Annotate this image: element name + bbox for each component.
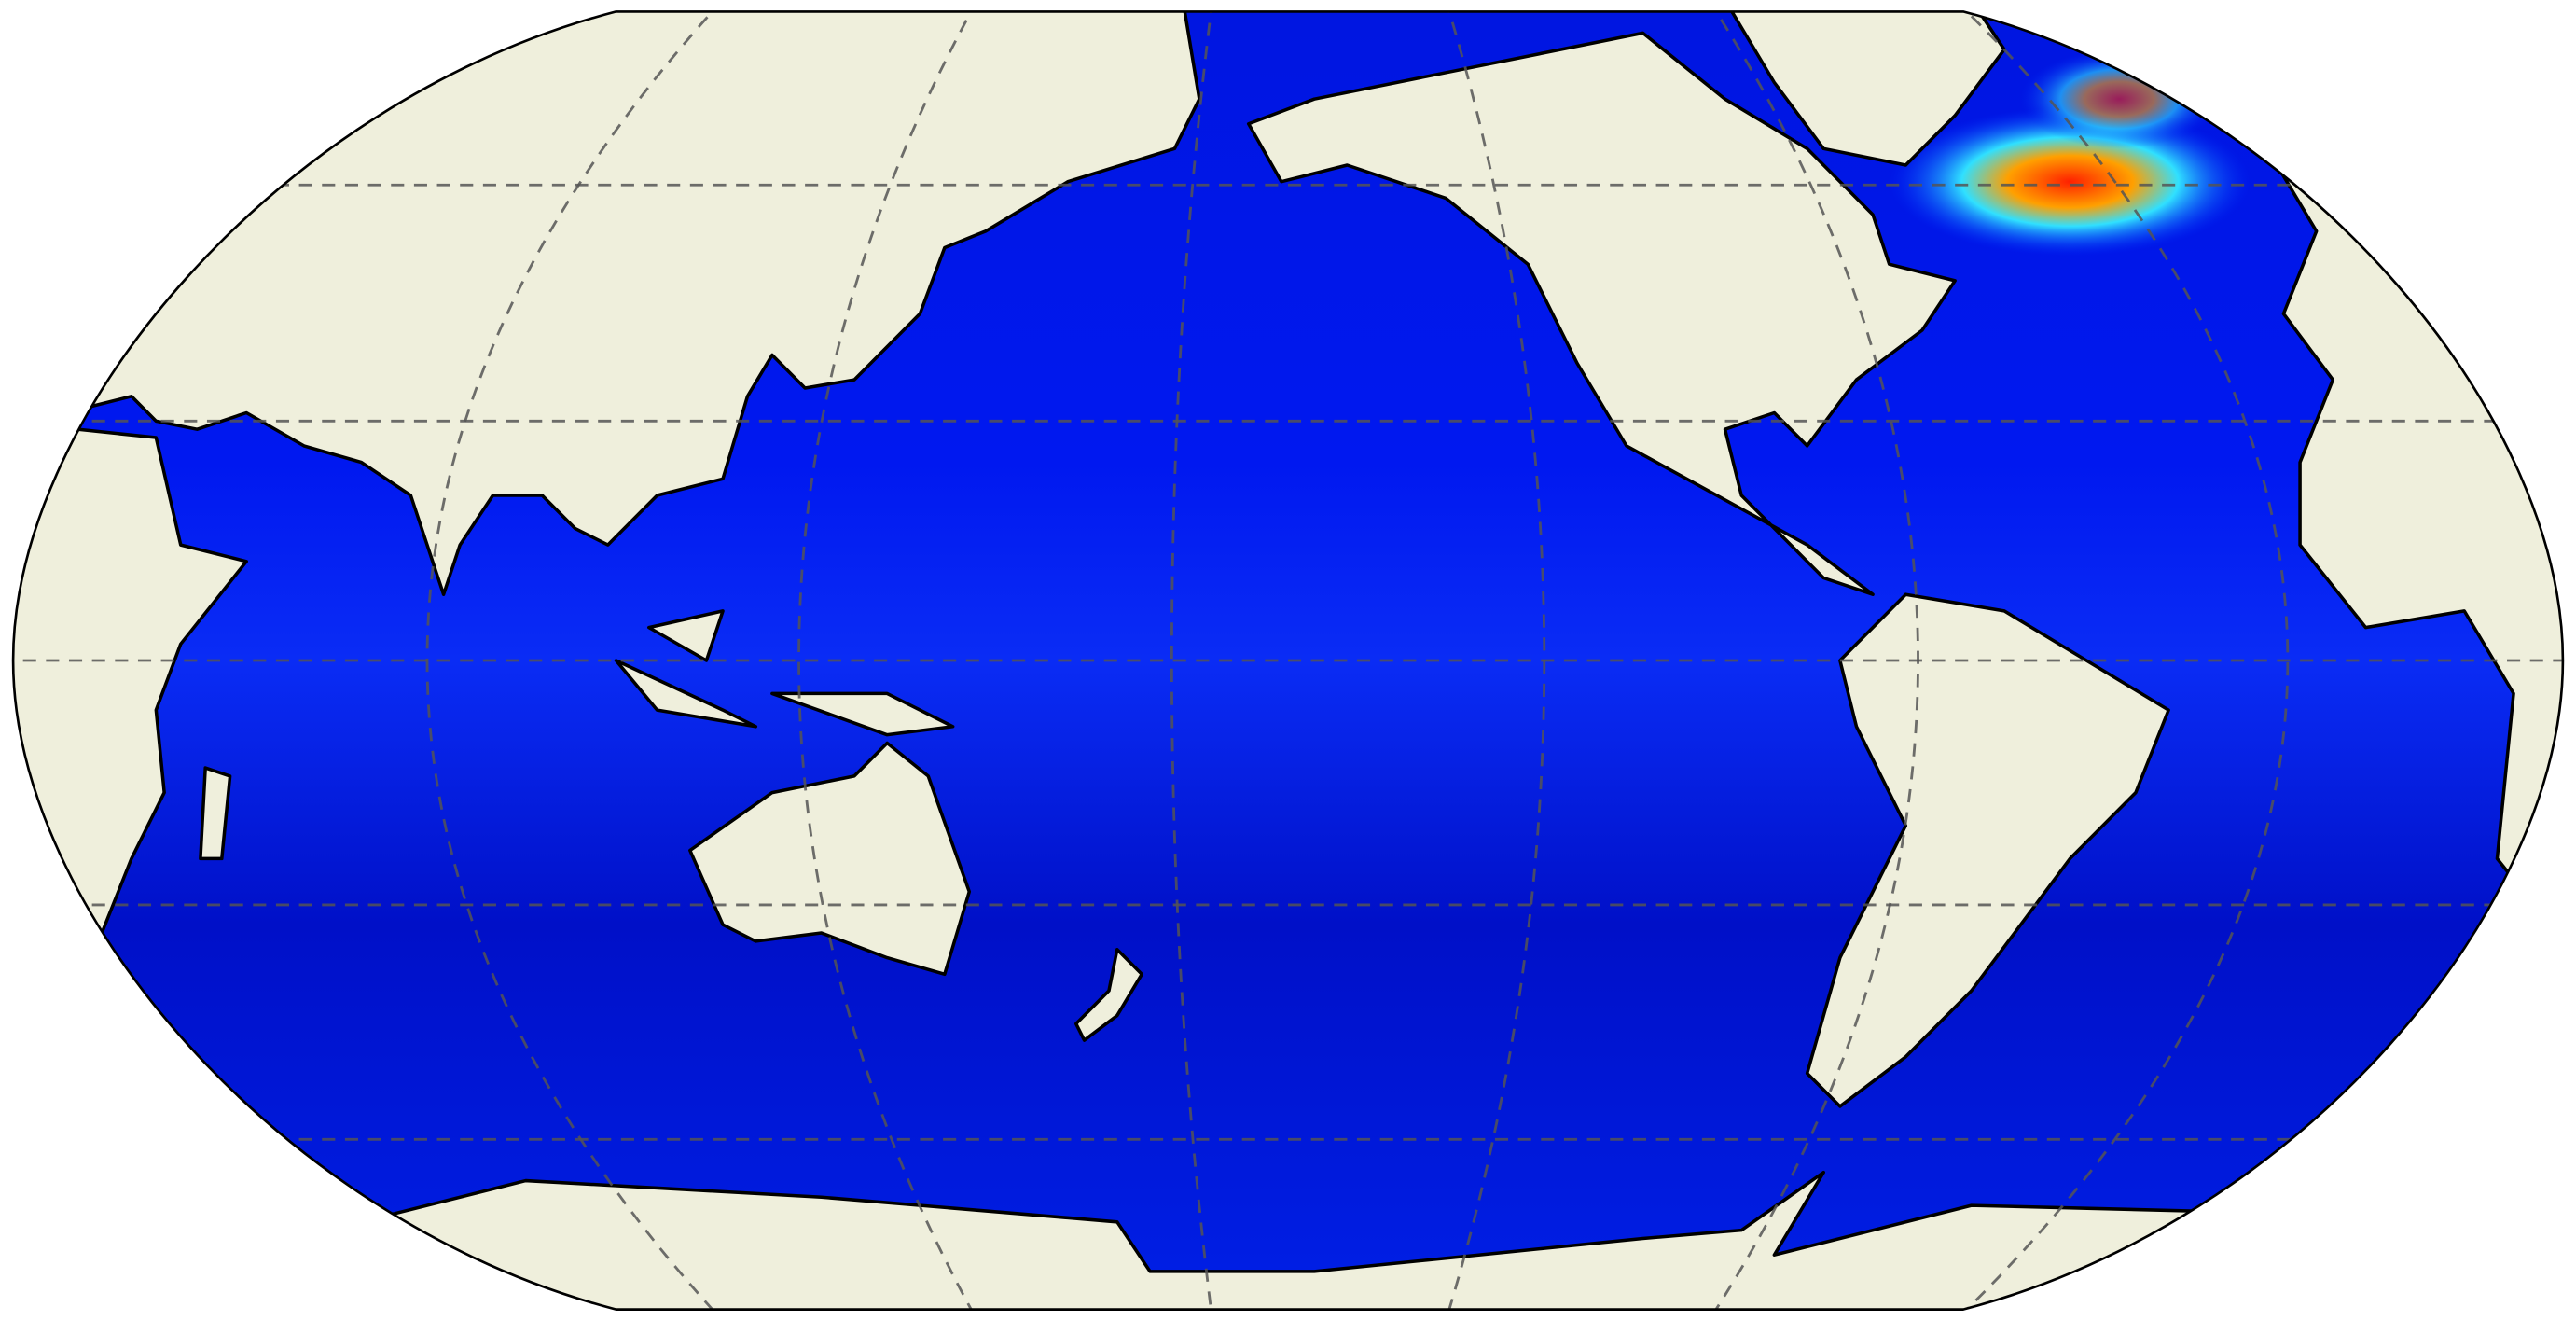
- greenland: [1723, 11, 2006, 167]
- new-zealand: [1074, 947, 1143, 1042]
- hotspot: [2020, 49, 2218, 149]
- madagascar: [199, 766, 232, 861]
- islands: [614, 609, 955, 737]
- map-outline: [11, 10, 2565, 1311]
- hotspot: [1889, 107, 2251, 257]
- australia: [688, 741, 972, 977]
- south-america: [1805, 592, 2170, 1108]
- north-america: [1246, 31, 1957, 596]
